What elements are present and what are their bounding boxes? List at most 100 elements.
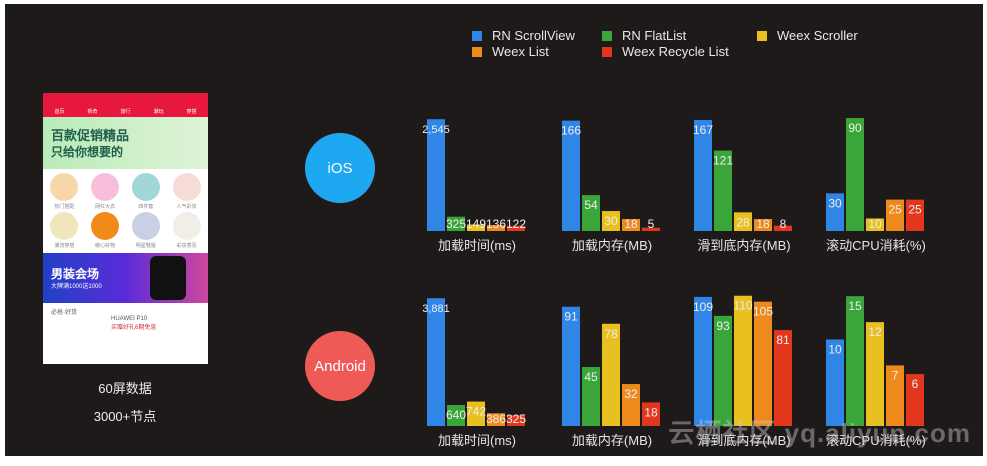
phone-banner: 百款促销精品 只给你想要的: [43, 117, 208, 169]
legend-swatch: [472, 30, 482, 41]
data-label: 121: [713, 154, 733, 168]
data-label: 12: [868, 325, 882, 339]
bar: [467, 224, 485, 231]
legend-item: Weex Recycle List: [602, 44, 729, 59]
category-item: 明星鞋履: [127, 212, 166, 249]
category-item: 暖心好物: [86, 212, 125, 249]
bar: [826, 339, 844, 426]
data-label: 18: [624, 217, 638, 231]
bar: [642, 402, 660, 426]
bar: [487, 413, 505, 426]
data-label: 640: [446, 408, 466, 422]
legend-swatch: [472, 46, 482, 57]
bar: [826, 193, 844, 231]
ios-badge: iOS: [305, 133, 375, 203]
bar: [602, 211, 620, 231]
bar: [906, 374, 924, 426]
bar: [467, 401, 485, 426]
data-label: 122: [506, 217, 526, 231]
section-title: 必抢·好货: [51, 310, 77, 316]
bar: [602, 323, 620, 426]
chart-title: 滚动CPU消耗(%): [826, 238, 926, 253]
data-label: 3,881: [422, 303, 450, 315]
legend-swatch: [602, 46, 612, 57]
bar: [427, 298, 445, 426]
chart-title: 滑到底内存(MB): [697, 238, 790, 253]
category-item: 网红大衣: [86, 173, 125, 210]
bar: [774, 330, 792, 426]
data-label: 742: [466, 405, 486, 419]
data-label: 10: [868, 217, 882, 231]
data-label: 25: [888, 203, 902, 217]
data-label: 386: [486, 412, 506, 426]
bar: [886, 365, 904, 426]
data-label: 325: [446, 217, 466, 231]
data-label: 30: [828, 196, 842, 210]
bar: [906, 199, 924, 231]
legend-label: RN ScrollView: [492, 28, 575, 43]
slide: RN ScrollView RN FlatList Weex Scroller Wee…: [5, 4, 983, 456]
bar: [886, 199, 904, 231]
data-label: 18: [756, 217, 770, 231]
bar: [447, 216, 465, 231]
bar: [754, 219, 772, 231]
product-name: HUAWEI P10: [111, 316, 148, 322]
data-label: 6: [912, 377, 919, 391]
data-label: 105: [753, 305, 773, 319]
bar: [562, 120, 580, 231]
legend-item: Weex Scroller: [757, 28, 858, 43]
data-label: 91: [564, 310, 578, 324]
data-label: 109: [693, 300, 713, 314]
chart-title: 加载内存(MB): [572, 433, 652, 448]
data-label: 30: [604, 214, 618, 228]
promo-title: 男装会场: [51, 267, 100, 281]
data-label: 25: [908, 203, 922, 217]
bar: [754, 301, 772, 426]
bar: [507, 225, 525, 231]
banner-title: 百款促销精品: [51, 128, 130, 143]
data-label: 8: [780, 217, 787, 231]
promo-subtitle: 大牌满1000送1000: [51, 284, 102, 290]
bar: [694, 119, 712, 231]
bar: [487, 225, 505, 231]
bar: [734, 212, 752, 231]
phone-screenshot: 首页 新奇 旅行 潮玩 穿搭 百款促销精品 只给你想要的 热门搭配 网红大衣 四…: [43, 93, 208, 364]
product-tag: 买赠好礼6期免息: [111, 325, 157, 331]
legend-item: Weex List: [472, 44, 549, 59]
banner-subtitle: 只给你想要的: [51, 145, 124, 159]
bar: [714, 315, 732, 426]
legend-label: Weex List: [492, 44, 549, 59]
chart-title: 加载时间(ms): [438, 433, 516, 448]
legend-item: RN ScrollView: [472, 28, 575, 43]
data-label: 78: [604, 327, 618, 341]
chart-title: 滚动CPU消耗(%): [826, 433, 926, 448]
chart-title: 加载时间(ms): [438, 238, 516, 253]
category-item: 人气彩妆: [167, 173, 206, 210]
category-item: 热门搭配: [45, 173, 84, 210]
data-label: 45: [584, 370, 598, 384]
bar: [714, 150, 732, 231]
caption-nodes: 3000+节点: [93, 409, 157, 424]
data-label: 110: [733, 299, 752, 313]
nav-item: 新奇: [87, 109, 98, 115]
data-label: 90: [848, 121, 862, 135]
legend-label: Weex Scroller: [777, 28, 858, 43]
data-label: 5: [648, 217, 655, 231]
bar: [622, 384, 640, 426]
legend-label: Weex Recycle List: [622, 44, 729, 59]
data-label: 2,545: [422, 124, 450, 136]
bar: [582, 367, 600, 426]
data-label: 136: [486, 217, 506, 231]
legend-label: RN FlatList: [622, 28, 687, 43]
android-badge: Android: [305, 331, 375, 401]
data-label: 10: [828, 342, 842, 356]
data-label: 149: [466, 217, 486, 231]
data-label: 81: [776, 333, 790, 347]
caption-screens: 60屏数据: [98, 381, 152, 396]
bar: [642, 227, 660, 231]
category-item: 四件套: [127, 173, 166, 210]
bar: [734, 295, 752, 426]
data-label: 325: [506, 412, 526, 426]
chart-title: 滑到底内存(MB): [697, 433, 790, 448]
